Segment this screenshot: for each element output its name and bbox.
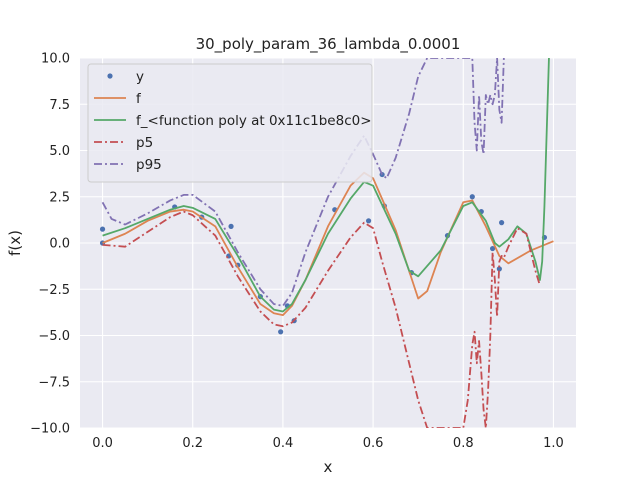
data-point-y [469, 194, 475, 200]
x-tick-label: 0.2 [182, 436, 203, 451]
y-tick-label: −2.5 [38, 283, 70, 298]
legend-label: p95 [136, 157, 162, 173]
series-line-p5 [102, 210, 541, 428]
data-point-y [228, 223, 234, 229]
x-tick-label: 0.6 [363, 436, 384, 451]
data-point-y [365, 218, 372, 224]
y-tick-label: 0.0 [49, 237, 70, 252]
data-point-y [496, 266, 502, 272]
series-line-f-function-poly-at-0x11c1be8c0- [102, 58, 550, 313]
chart-title: 30_poly_param_36_lambda_0.0001 [196, 35, 461, 54]
data-point-y [499, 220, 505, 226]
legend-box [87, 63, 373, 183]
y-tick-label: 7.5 [49, 98, 70, 113]
y-axis-label: f(x) [6, 230, 24, 256]
y-tick-label: −5.0 [38, 329, 70, 344]
legend-marker [107, 73, 113, 79]
legend-label: p5 [136, 135, 153, 151]
x-tick-label: 0.4 [273, 436, 294, 451]
y-tick-label: 2.5 [49, 190, 70, 205]
y-tick-label: −10.0 [30, 422, 70, 437]
x-axis-label: x [324, 458, 333, 476]
legend-label: f_<function poly at 0x11c1be8c0> [136, 113, 372, 129]
legend-label: y [136, 69, 144, 85]
x-tick-label: 1.0 [543, 436, 564, 451]
data-point-y [489, 245, 496, 252]
axes: 0.0 0.2 0.4 0.6 0.8 1.0 −10.0 −7.5 −5.0 −2.5 0.0 2.… [30, 52, 564, 452]
legend: yf f_<function poly at 0x11c1be8c0> p5 p95 [87, 63, 373, 183]
series-layer [99, 58, 554, 428]
data-point-y [99, 226, 106, 232]
y-tick-label: −7.5 [38, 375, 70, 390]
series-line-f [102, 171, 554, 317]
data-point-y [278, 329, 284, 335]
legend-label: f [136, 91, 142, 107]
series-line-p95 [101, 58, 505, 307]
x-tick-label: 0.8 [453, 436, 474, 451]
y-tick-label: 5.0 [49, 144, 70, 159]
x-tick-label: 0.0 [92, 436, 113, 451]
y-tick-label: 10.0 [41, 52, 70, 67]
